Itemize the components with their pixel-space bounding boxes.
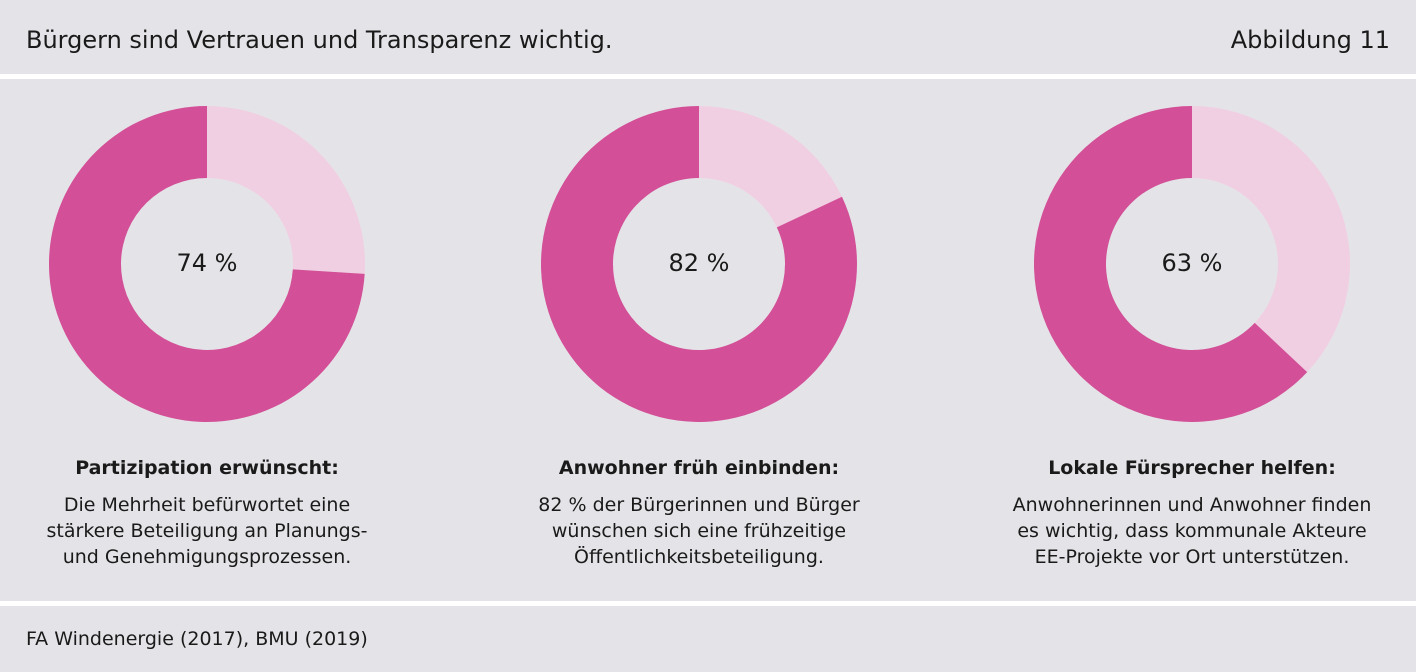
- description-line: 82 % der Bürgerinnen und Bürger: [538, 494, 860, 516]
- donut-value-label: 74 %: [176, 249, 238, 277]
- top-divider: [0, 74, 1416, 79]
- header: Bürgern sind Vertrauen und Transparenz w…: [0, 0, 1416, 74]
- donut-slice-value: [541, 106, 857, 422]
- page-title: Bürgern sind Vertrauen und Transparenz w…: [26, 26, 613, 54]
- donut-slice-value: [1034, 106, 1308, 422]
- donut-value-label: 82 %: [668, 249, 730, 277]
- panel-description: 82 % der Bürgerinnen und Bürger wünschen…: [479, 492, 919, 570]
- figure-label: Abbildung 11: [1230, 26, 1390, 54]
- donut-value-label: 63 %: [1161, 249, 1223, 277]
- panel-heading: Partizipation erwünscht:: [75, 457, 339, 479]
- donut-slice-remainder: [207, 106, 365, 274]
- source-note: FA Windenergie (2017), BMU (2019): [26, 628, 368, 650]
- donut-chart-participation: [48, 106, 365, 423]
- description-line: Die Mehrheit befürwortet eine: [63, 494, 351, 516]
- panel-description: Anwohnerinnen und Anwohner finden es wic…: [972, 492, 1412, 570]
- description-line: EE-Projekte vor Ort unterstützen.: [1034, 546, 1350, 568]
- panel-heading: Anwohner früh einbinden:: [558, 457, 840, 479]
- description-line: Öffentlichkeitsbeteiligung.: [574, 546, 824, 568]
- description-line: stärkere Beteiligung an Planungs-: [46, 520, 368, 542]
- donut-slice-value: [48, 106, 365, 423]
- bottom-divider: [0, 601, 1416, 606]
- description-line: wünschen sich eine frühzeitige: [551, 520, 847, 542]
- description-line: und Genehmigungsprozessen.: [62, 546, 352, 568]
- panel-early-involvement: 82 % Anwohner früh einbinden: 82 % der B…: [479, 80, 919, 600]
- panel-local-advocates: 63 % Lokale Fürsprecher helfen: Anwohner…: [972, 80, 1412, 600]
- donut-chart-early-involvement: [541, 106, 857, 422]
- panel-heading: Lokale Fürsprecher helfen:: [1048, 457, 1336, 479]
- description-line: es wichtig, dass kommunale Akteure: [1017, 520, 1367, 542]
- panel-description: Die Mehrheit befürwortet eine stärkere B…: [0, 492, 427, 570]
- description-line: Anwohnerinnen und Anwohner finden: [1012, 494, 1372, 516]
- panel-participation: 74 % Partizipation erwünscht: Die Mehrhe…: [0, 80, 427, 600]
- donut-slice-remainder: [1192, 106, 1350, 373]
- donut-chart-local-advocates: [1034, 106, 1350, 422]
- donut-slice-remainder: [699, 106, 842, 228]
